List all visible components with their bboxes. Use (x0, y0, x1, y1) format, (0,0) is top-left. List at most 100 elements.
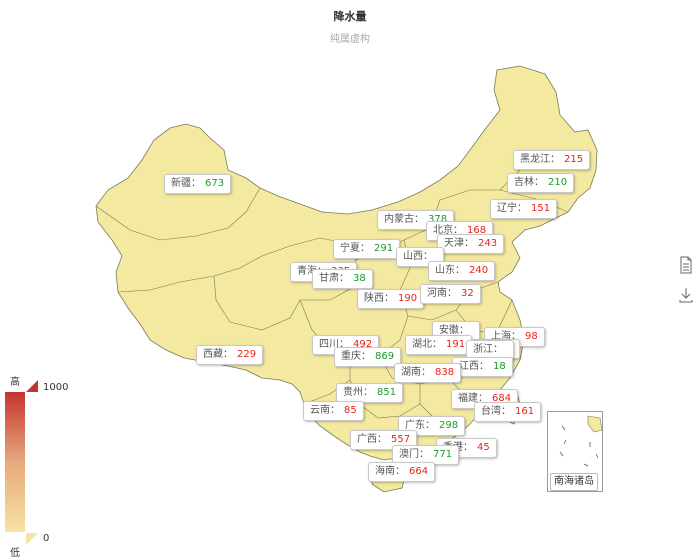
region-label[interactable]: 台湾： 161 (474, 402, 542, 422)
region-colon: ： (459, 325, 469, 336)
save-image-icon[interactable] (678, 286, 694, 304)
region-colon: ： (453, 225, 463, 236)
region-name: 贵州 (343, 387, 363, 398)
legend-low-text: 低 (10, 548, 20, 559)
region-name: 陕西 (364, 293, 384, 304)
region-colon: ： (455, 265, 465, 276)
region-colon: ： (377, 434, 387, 445)
region-value: 85 (344, 405, 357, 416)
region-name: 广西 (357, 434, 377, 445)
region-value: 684 (492, 393, 512, 404)
region-colon: ： (493, 344, 503, 355)
region-value: 161 (515, 406, 535, 417)
region-label[interactable]: 贵州： 851 (336, 383, 404, 403)
region-value: 215 (564, 154, 584, 165)
region-value: 492 (353, 339, 373, 350)
legend-bottom-handle[interactable] (26, 533, 38, 545)
region-name: 上海 (491, 331, 511, 342)
region-label[interactable]: 湖北： 191 (405, 335, 473, 355)
region-value: 557 (391, 434, 411, 445)
region-label[interactable]: 云南： 85 (303, 401, 364, 421)
region-name: 江西 (459, 361, 479, 372)
south-china-sea-label: 南海诸岛 (550, 473, 598, 491)
region-label[interactable]: 天津： 243 (437, 234, 505, 254)
region-label[interactable]: 辽宁： 151 (490, 199, 558, 219)
region-name: 山西 (403, 251, 423, 262)
region-name: 安徽 (439, 325, 459, 336)
region-colon: ： (534, 177, 544, 188)
region-colon: ： (423, 251, 433, 262)
region-value: 210 (548, 177, 568, 188)
region-colon: ： (361, 351, 371, 362)
region-value: 229 (237, 349, 257, 360)
chart-subtitle: 纯属虚构 (330, 34, 370, 45)
legend-gradient-bar[interactable] (5, 392, 25, 532)
data-view-icon[interactable] (678, 256, 694, 274)
region-label[interactable]: 西藏： 229 (196, 345, 264, 365)
region-name: 四川 (319, 339, 339, 350)
south-china-sea-islands (559, 415, 603, 467)
region-name: 广东 (405, 420, 425, 431)
region-name: 河南 (427, 288, 447, 299)
region-colon: ： (464, 238, 474, 249)
region-name: 台湾 (481, 406, 501, 417)
region-label[interactable]: 陕西： 190 (357, 289, 425, 309)
region-colon: ： (419, 449, 429, 460)
region-label[interactable]: 海南： 664 (368, 462, 436, 482)
region-colon: ： (330, 405, 340, 416)
region-value: 298 (439, 420, 459, 431)
region-name: 西藏 (203, 349, 223, 360)
region-colon: ： (501, 406, 511, 417)
region-label[interactable]: 宁夏： 291 (333, 239, 401, 259)
region-name: 新疆 (171, 178, 191, 189)
region-label[interactable]: 重庆： 869 (334, 347, 402, 367)
region-value: 378 (428, 214, 448, 225)
region-name: 内蒙古 (384, 214, 414, 225)
region-name: 湖南 (401, 367, 421, 378)
region-colon: ： (550, 154, 560, 165)
region-name: 黑龙江 (520, 154, 550, 165)
region-value: 869 (375, 351, 395, 362)
region-value: 191 (446, 339, 466, 350)
region-name: 海南 (375, 466, 395, 477)
region-colon: ： (360, 243, 370, 254)
region-label[interactable]: 江西： 18 (452, 357, 513, 377)
region-label[interactable]: 吉林： 210 (507, 173, 575, 193)
region-label[interactable]: 湖南： 838 (394, 363, 462, 383)
region-value: 98 (525, 331, 538, 342)
region-colon: ： (511, 331, 521, 342)
region-label[interactable]: 甘肃： 38 (312, 269, 373, 289)
region-colon: ： (463, 442, 473, 453)
region-name: 湖北 (412, 339, 432, 350)
region-label[interactable]: 河南： 32 (420, 284, 481, 304)
region-value: 664 (409, 466, 429, 477)
region-name: 宁夏 (340, 243, 360, 254)
region-name: 澳门 (399, 449, 419, 460)
region-name: 甘肃 (319, 273, 339, 284)
region-label[interactable]: 新疆： 673 (164, 174, 232, 194)
region-value: 851 (377, 387, 397, 398)
region-colon: ： (363, 387, 373, 398)
region-label[interactable]: 山东： 240 (428, 261, 496, 281)
region-value: 771 (433, 449, 453, 460)
region-colon: ： (479, 361, 489, 372)
region-value: 18 (493, 361, 506, 372)
region-name: 山东 (435, 265, 455, 276)
region-colon: ： (384, 293, 394, 304)
legend-high-text: 高 (10, 377, 20, 388)
region-name: 浙江 (473, 344, 493, 355)
region-value: 243 (478, 238, 498, 249)
region-colon: ： (339, 339, 349, 350)
region-value: 190 (398, 293, 418, 304)
chart-title: 降水量 (333, 10, 367, 23)
region-value: 38 (353, 273, 366, 284)
legend-top-handle[interactable] (26, 380, 38, 392)
region-colon: ： (339, 273, 349, 284)
region-name: 吉林 (514, 177, 534, 188)
region-value: 45 (477, 442, 490, 453)
region-colon: ： (517, 203, 527, 214)
region-colon: ： (191, 178, 201, 189)
region-name: 重庆 (341, 351, 361, 362)
region-label[interactable]: 黑龙江： 215 (513, 150, 591, 170)
region-colon: ： (421, 367, 431, 378)
